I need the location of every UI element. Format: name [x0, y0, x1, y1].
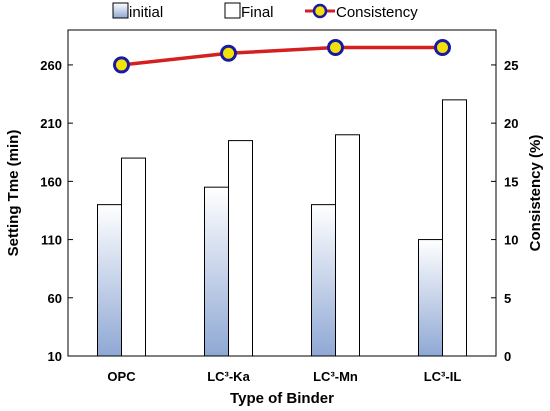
- consistency-point: [220, 44, 237, 62]
- x-tick-label: OPC: [107, 369, 136, 384]
- y2-axis-title: Consistency (%): [527, 135, 544, 252]
- category-labels: OPC LC³-Ka LC³-Mn LC³-IL: [107, 369, 461, 384]
- x-tick-label: LC³-Mn: [313, 369, 358, 384]
- legend-swatch-initial: [112, 2, 129, 19]
- bar-initial: [204, 186, 229, 357]
- consistency-series: [113, 38, 451, 74]
- bar-final: [442, 99, 467, 357]
- y2-tick-label: 0: [504, 349, 511, 364]
- bar-initial: [311, 204, 336, 357]
- plot-area-frame: [67, 29, 497, 357]
- y2-tick-label: 15: [504, 174, 518, 189]
- bar-initial: [97, 204, 122, 357]
- y-tick-label: 160: [40, 174, 62, 189]
- y2-tick-label: 20: [504, 116, 518, 131]
- legend-label-initial: initial: [129, 4, 163, 21]
- legend-swatch-final: [224, 2, 241, 19]
- legend-label-consistency: Consistency: [336, 4, 418, 21]
- left-axis: 10 60 110 160 210 260: [40, 58, 73, 364]
- y-tick-label: 60: [48, 291, 62, 306]
- bar-final: [121, 157, 146, 357]
- bar-final: [228, 140, 253, 357]
- y2-tick-label: 10: [504, 233, 518, 248]
- x-axis-title: Type of Binder: [230, 390, 334, 407]
- bars: [97, 99, 467, 357]
- y-tick-label: 260: [40, 58, 62, 73]
- y2-tick-label: 25: [504, 58, 518, 73]
- y-tick-label: 110: [41, 233, 62, 248]
- bar-final: [335, 134, 360, 357]
- consistency-point: [327, 38, 344, 56]
- y2-tick-label: 5: [504, 291, 511, 306]
- consistency-point: [113, 56, 130, 74]
- legend-marker-consistency: [312, 3, 328, 19]
- bar-initial: [418, 239, 443, 357]
- consistency-point: [434, 38, 451, 56]
- legend-label-final: Final: [241, 4, 274, 21]
- x-tick-label: LC³-Ka: [207, 369, 250, 384]
- consistency-line: [121, 45, 443, 67]
- x-tick-label: LC³-IL: [424, 369, 462, 384]
- y-axis-title: Setting Tme (min): [5, 130, 22, 257]
- y-tick-label: 10: [48, 349, 62, 364]
- y-tick-label: 210: [40, 116, 62, 131]
- legend: initial Final Consistency: [112, 2, 418, 21]
- right-axis: 0 5 10 15 20 25: [491, 58, 518, 364]
